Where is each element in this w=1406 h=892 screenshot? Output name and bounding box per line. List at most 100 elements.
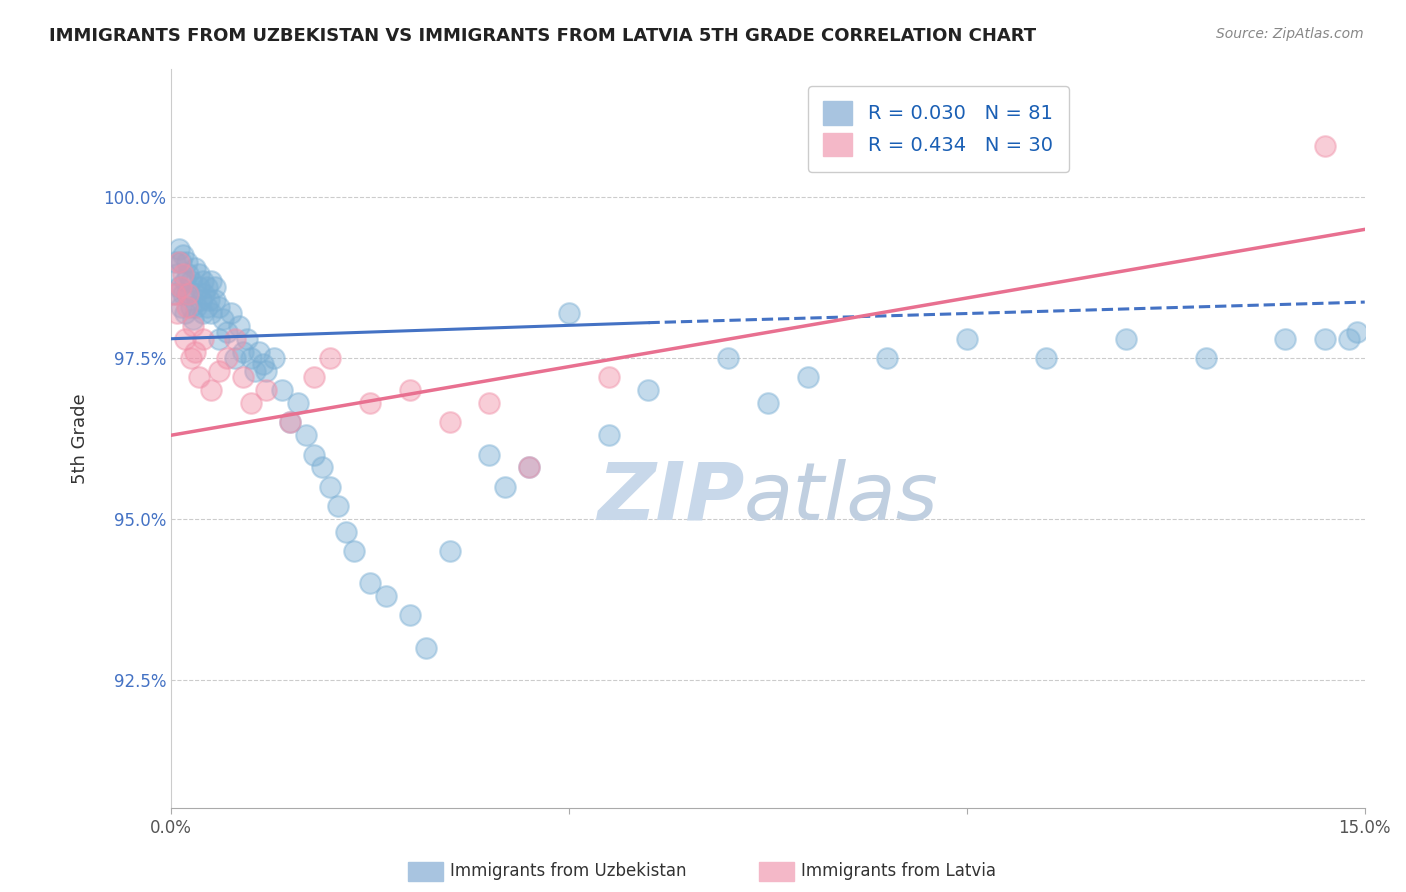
- Text: Source: ZipAtlas.com: Source: ZipAtlas.com: [1216, 27, 1364, 41]
- Point: [180, 300, 202, 314]
- Point: [494, 480, 516, 494]
- Point: [172, 286, 194, 301]
- Point: [224, 351, 246, 365]
- Point: [174, 306, 197, 320]
- Point: [172, 248, 194, 262]
- Point: [200, 306, 222, 320]
- Point: [177, 286, 200, 301]
- Point: [796, 370, 818, 384]
- Point: [1346, 326, 1368, 340]
- Point: [1274, 332, 1296, 346]
- Point: [415, 640, 437, 655]
- Point: [215, 326, 238, 340]
- Point: [187, 280, 209, 294]
- Point: [200, 383, 222, 397]
- Point: [187, 268, 209, 282]
- Point: [163, 286, 186, 301]
- Point: [319, 351, 342, 365]
- Point: [176, 286, 198, 301]
- Point: [167, 242, 190, 256]
- Point: [193, 286, 215, 301]
- Text: Immigrants from Latvia: Immigrants from Latvia: [801, 863, 997, 880]
- Point: [235, 332, 257, 346]
- Point: [717, 351, 740, 365]
- Point: [211, 312, 233, 326]
- Text: IMMIGRANTS FROM UZBEKISTAN VS IMMIGRANTS FROM LATVIA 5TH GRADE CORRELATION CHART: IMMIGRANTS FROM UZBEKISTAN VS IMMIGRANTS…: [49, 27, 1036, 45]
- Point: [166, 306, 188, 320]
- Point: [1313, 138, 1336, 153]
- Point: [243, 364, 266, 378]
- Point: [295, 428, 318, 442]
- Point: [166, 268, 188, 282]
- Text: ZIP: ZIP: [596, 458, 744, 537]
- Point: [191, 274, 214, 288]
- Point: [1313, 332, 1336, 346]
- Point: [195, 300, 218, 314]
- Point: [598, 428, 620, 442]
- Point: [876, 351, 898, 365]
- Point: [198, 293, 221, 307]
- Point: [252, 358, 274, 372]
- Point: [163, 254, 186, 268]
- Point: [184, 344, 207, 359]
- Point: [756, 396, 779, 410]
- Point: [180, 274, 202, 288]
- Point: [598, 370, 620, 384]
- Text: Immigrants from Uzbekistan: Immigrants from Uzbekistan: [450, 863, 686, 880]
- Point: [517, 460, 540, 475]
- Point: [181, 318, 204, 333]
- Point: [167, 254, 190, 268]
- Point: [204, 280, 226, 294]
- Point: [232, 344, 254, 359]
- Point: [163, 286, 186, 301]
- Point: [1035, 351, 1057, 365]
- Point: [359, 396, 381, 410]
- Point: [204, 293, 226, 307]
- Point: [271, 383, 294, 397]
- Point: [343, 544, 366, 558]
- Point: [304, 448, 326, 462]
- Point: [208, 364, 231, 378]
- Point: [239, 351, 262, 365]
- Point: [215, 351, 238, 365]
- Point: [256, 383, 278, 397]
- Point: [239, 396, 262, 410]
- Point: [208, 300, 231, 314]
- Point: [195, 280, 218, 294]
- Point: [177, 268, 200, 282]
- Point: [359, 576, 381, 591]
- Point: [219, 306, 242, 320]
- Point: [191, 306, 214, 320]
- Point: [191, 332, 214, 346]
- Point: [176, 300, 198, 314]
- Point: [374, 589, 396, 603]
- Legend: R = 0.030   N = 81, R = 0.434   N = 30: R = 0.030 N = 81, R = 0.434 N = 30: [807, 86, 1069, 172]
- Point: [190, 293, 212, 307]
- Point: [956, 332, 979, 346]
- Point: [1337, 332, 1360, 346]
- Point: [228, 318, 250, 333]
- Point: [256, 364, 278, 378]
- Point: [247, 344, 270, 359]
- Point: [184, 260, 207, 275]
- Point: [174, 274, 197, 288]
- Point: [263, 351, 285, 365]
- Point: [172, 268, 194, 282]
- Point: [1115, 332, 1137, 346]
- Point: [398, 608, 420, 623]
- Point: [319, 480, 342, 494]
- Point: [180, 351, 202, 365]
- Point: [478, 448, 501, 462]
- Point: [398, 383, 420, 397]
- Point: [232, 370, 254, 384]
- Point: [208, 332, 231, 346]
- Point: [181, 312, 204, 326]
- Point: [169, 280, 191, 294]
- Point: [558, 306, 581, 320]
- Point: [287, 396, 309, 410]
- Point: [169, 254, 191, 268]
- Point: [311, 460, 333, 475]
- Point: [200, 274, 222, 288]
- Point: [326, 499, 349, 513]
- Point: [184, 286, 207, 301]
